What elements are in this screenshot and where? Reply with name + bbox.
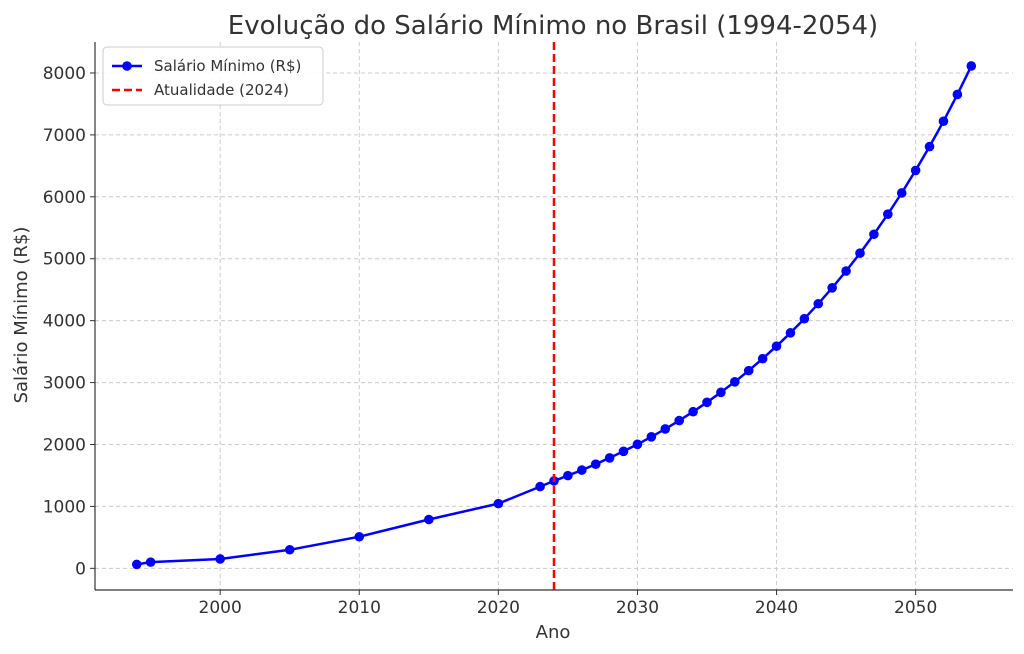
- data-point: [215, 554, 225, 564]
- data-point: [577, 465, 587, 475]
- data-point: [145, 557, 156, 567]
- data-point: [827, 283, 837, 293]
- x-tick-label: 2030: [616, 598, 659, 618]
- data-point: [869, 229, 879, 240]
- data-point: [563, 470, 573, 481]
- x-tick-label: 2020: [477, 598, 520, 618]
- y-axis-label: Salário Mínimo (R$): [11, 227, 32, 404]
- data-point: [674, 415, 684, 426]
- data-point: [660, 424, 671, 434]
- data-point: [688, 406, 698, 417]
- data-point: [757, 353, 768, 364]
- chart-title: Evolução do Salário Mínimo no Brasil (19…: [228, 11, 878, 41]
- y-tick-label: 0: [75, 559, 86, 579]
- data-point: [354, 531, 365, 542]
- x-tick-label: 2050: [894, 598, 937, 618]
- data-point: [535, 481, 545, 492]
- data-point: [716, 387, 726, 398]
- data-point: [743, 365, 754, 376]
- data-point: [924, 141, 935, 152]
- legend-label: Salário Mínimo (R$): [154, 57, 301, 75]
- y-tick-label: 6000: [43, 188, 86, 208]
- data-point: [590, 459, 601, 469]
- data-point: [938, 116, 949, 127]
- data-point: [966, 61, 977, 71]
- y-tick-label: 7000: [43, 126, 86, 146]
- data-point: [910, 165, 921, 176]
- y-tick-label: 8000: [43, 64, 86, 84]
- data-point: [632, 439, 643, 450]
- data-point: [702, 397, 712, 408]
- data-point: [813, 298, 824, 309]
- legend: Salário Mínimo (R$) Atualidade (2024): [102, 46, 324, 106]
- data-point: [424, 514, 434, 525]
- data-point: [952, 89, 963, 100]
- data-point: [785, 328, 796, 338]
- data-point: [841, 266, 851, 276]
- data-point: [284, 544, 295, 555]
- legend-marker-swatch: [122, 61, 132, 71]
- x-axis-label: Ano: [536, 622, 571, 643]
- legend-box: [102, 46, 324, 106]
- y-tick-label: 3000: [43, 374, 86, 394]
- data-point: [618, 446, 629, 457]
- data-point: [883, 209, 893, 220]
- data-point: [799, 313, 810, 324]
- x-tick-label: 2000: [199, 598, 242, 618]
- plot-area: [131, 42, 977, 590]
- y-tick-label: 2000: [43, 435, 86, 455]
- y-tick-label: 4000: [43, 312, 86, 332]
- y-tick-label: 5000: [43, 250, 86, 270]
- data-point: [646, 432, 657, 442]
- data-point: [771, 341, 782, 351]
- grid: [95, 42, 1013, 590]
- x-tick-label: 2010: [338, 598, 381, 618]
- data-point: [493, 498, 504, 509]
- data-point: [896, 188, 907, 198]
- data-point: [131, 559, 142, 570]
- data-point: [604, 453, 615, 463]
- y-tick-label: 1000: [43, 497, 86, 517]
- data-point: [730, 377, 740, 387]
- data-point: [855, 248, 865, 258]
- legend-label: Atualidade (2024): [154, 81, 289, 99]
- axes: 2000 2010 2020 2030 2040 2050 0 1000 2000 3000 400…: [43, 42, 1013, 618]
- x-tick-label: 2040: [755, 598, 798, 618]
